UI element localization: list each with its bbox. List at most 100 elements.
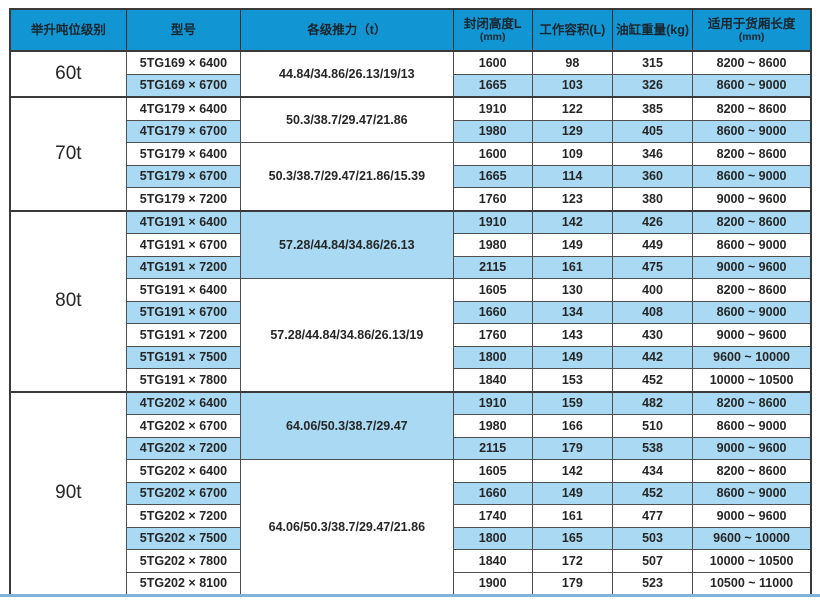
cylinder-weight-cell: 426 [611, 209, 694, 234]
model-cell: 5TG202 × 6700 [125, 481, 242, 505]
thrust-cell: 44.84/34.86/26.13/19/13 [240, 50, 454, 98]
model-cell: 4TG191 × 7200 [125, 255, 242, 279]
tonnage-class-cell: 80t [9, 209, 127, 392]
closed-height-cell: 1600 [452, 142, 533, 166]
closed-height-cell: 2115 [452, 436, 533, 460]
closed-height-cell: 1910 [452, 209, 533, 234]
model-cell: 5TG202 × 8100 [125, 571, 242, 596]
cargo-length-cell: 8600 ~ 9000 [692, 119, 812, 143]
header-thrust: 各级推力（t） [240, 8, 454, 52]
working-volume-cell: 166 [531, 414, 613, 438]
model-cell: 5TG191 × 6400 [125, 278, 242, 302]
model-cell: 5TG179 × 6400 [125, 142, 242, 166]
cylinder-weight-cell: 523 [611, 571, 694, 596]
header-label: 油缸重量(kg) [616, 23, 689, 37]
working-volume-cell: 129 [531, 119, 613, 143]
closed-height-cell: 1660 [452, 481, 533, 505]
table-body: 60t 5TG169 × 6400 44.84/34.86/26.13/19/13 1… [9, 50, 812, 596]
closed-height-cell: 1840 [452, 549, 533, 573]
hydraulic-cylinder-spec-table: 举升吨位级别 型号 各级推力（t） 封闭高度L (mm) 工作容积(L) 油缸重… [9, 8, 812, 596]
header-working-volume: 工作容积(L) [531, 8, 613, 52]
cylinder-weight-cell: 430 [611, 323, 694, 347]
closed-height-cell: 1980 [452, 119, 533, 143]
working-volume-cell: 142 [531, 209, 613, 234]
working-volume-cell: 149 [531, 233, 613, 257]
cargo-length-cell: 9600 ~ 10000 [692, 345, 812, 369]
cargo-length-cell: 8200 ~ 8600 [692, 142, 812, 166]
closed-height-cell: 1800 [452, 345, 533, 369]
model-cell: 4TG202 × 7200 [125, 436, 242, 460]
cargo-length-cell: 8200 ~ 8600 [692, 459, 812, 483]
table-row: 60t 5TG169 × 6400 44.84/34.86/26.13/19/13 1… [9, 50, 812, 98]
table-row: 5TG191 × 7800 1840 153 452 10000 ~ 10500 [10, 368, 812, 392]
table-row: 70t 4TG179 × 6400 50.3/38.7/29.47/21.86 191… [9, 96, 812, 211]
cargo-length-cell: 8200 ~ 8600 [692, 209, 812, 234]
cargo-length-cell: 9000 ~ 9600 [692, 504, 812, 528]
working-volume-cell: 109 [531, 142, 613, 166]
thrust-cell: 64.06/50.3/38.7/29.47 [240, 390, 454, 460]
closed-height-cell: 1665 [452, 73, 533, 98]
cylinder-weight-cell: 434 [611, 459, 694, 483]
working-volume-cell: 149 [531, 481, 613, 505]
cylinder-weight-cell: 507 [611, 549, 694, 573]
closed-height-cell: 1800 [452, 526, 533, 550]
cylinder-weight-cell: 315 [611, 50, 694, 75]
model-cell: 5TG169 × 6700 [125, 73, 242, 98]
closed-height-cell: 1900 [452, 571, 533, 596]
cargo-length-cell: 10500 ~ 11000 [692, 571, 812, 596]
model-cell: 5TG169 × 6400 [125, 50, 242, 75]
closed-height-cell: 1980 [452, 414, 533, 438]
table-row: 4TG202 × 7200 2115 179 538 9000 ~ 9600 [10, 436, 812, 460]
cargo-length-cell: 9000 ~ 9600 [692, 187, 812, 211]
cylinder-weight-cell: 510 [611, 414, 694, 438]
working-volume-cell: 153 [531, 368, 613, 392]
cargo-length-cell: 8200 ~ 8600 [692, 278, 812, 302]
working-volume-cell: 114 [531, 164, 613, 188]
working-volume-cell: 149 [531, 345, 613, 369]
table-row: 90t 4TG202 × 6400 64.06/50.3/38.7/29.47 191… [9, 390, 812, 596]
working-volume-cell: 98 [531, 50, 613, 75]
cylinder-weight-cell: 326 [611, 73, 694, 98]
cargo-length-cell: 10000 ~ 10500 [692, 549, 812, 573]
thrust-cell: 57.28/44.84/34.86/26.13/19 [240, 278, 454, 392]
table-row: 5TG179 × 6700 1665 114 360 8600 ~ 9000 [10, 164, 812, 188]
closed-height-cell: 1910 [452, 390, 533, 415]
cargo-length-cell: 8200 ~ 8600 [692, 50, 812, 75]
working-volume-cell: 130 [531, 278, 613, 302]
model-cell: 4TG202 × 6700 [125, 414, 242, 438]
cargo-length-cell: 8600 ~ 9000 [692, 481, 812, 505]
closed-height-cell: 1760 [452, 187, 533, 211]
working-volume-cell: 161 [531, 504, 613, 528]
table-row: 5TG169 × 6700 1665 103 326 8600 ~ 9000 [10, 73, 812, 98]
cylinder-weight-cell: 477 [611, 504, 694, 528]
cylinder-weight-cell: 442 [611, 345, 694, 369]
header-cargo-length: 适用于货厢长度 (mm) [692, 8, 812, 52]
model-cell: 5TG202 × 7200 [125, 504, 242, 528]
cylinder-weight-cell: 449 [611, 233, 694, 257]
closed-height-cell: 1600 [452, 50, 533, 75]
model-cell: 4TG202 × 6400 [125, 390, 242, 415]
model-cell: 5TG202 × 7500 [125, 526, 242, 550]
working-volume-cell: 159 [531, 390, 613, 415]
model-cell: 4TG179 × 6400 [125, 96, 242, 121]
model-cell: 4TG179 × 6700 [125, 119, 242, 143]
closed-height-cell: 1760 [452, 323, 533, 347]
working-volume-cell: 172 [531, 549, 613, 573]
table-row: 5TG202 × 7500 1800 165 503 9600 ~ 10000 [10, 526, 812, 550]
header-unit: (mm) [479, 31, 506, 43]
tonnage-class-cell: 90t [9, 390, 127, 596]
table-row: 5TG179 × 6400 50.3/38.7/29.47/21.86/15.39… [10, 142, 812, 211]
model-cell: 5TG202 × 6400 [125, 459, 242, 483]
header-label: 型号 [170, 23, 196, 37]
working-volume-cell: 165 [531, 526, 613, 550]
bottom-rule [0, 594, 820, 597]
working-volume-cell: 122 [531, 96, 613, 121]
cylinder-weight-cell: 452 [611, 481, 694, 505]
cargo-length-cell: 8600 ~ 9000 [692, 164, 812, 188]
working-volume-cell: 103 [531, 73, 613, 98]
closed-height-cell: 1605 [452, 278, 533, 302]
cylinder-weight-cell: 475 [611, 255, 694, 279]
table-row: 4TG202 × 6700 1980 166 510 8600 ~ 9000 [10, 414, 812, 438]
model-cell: 5TG191 × 7500 [125, 345, 242, 369]
